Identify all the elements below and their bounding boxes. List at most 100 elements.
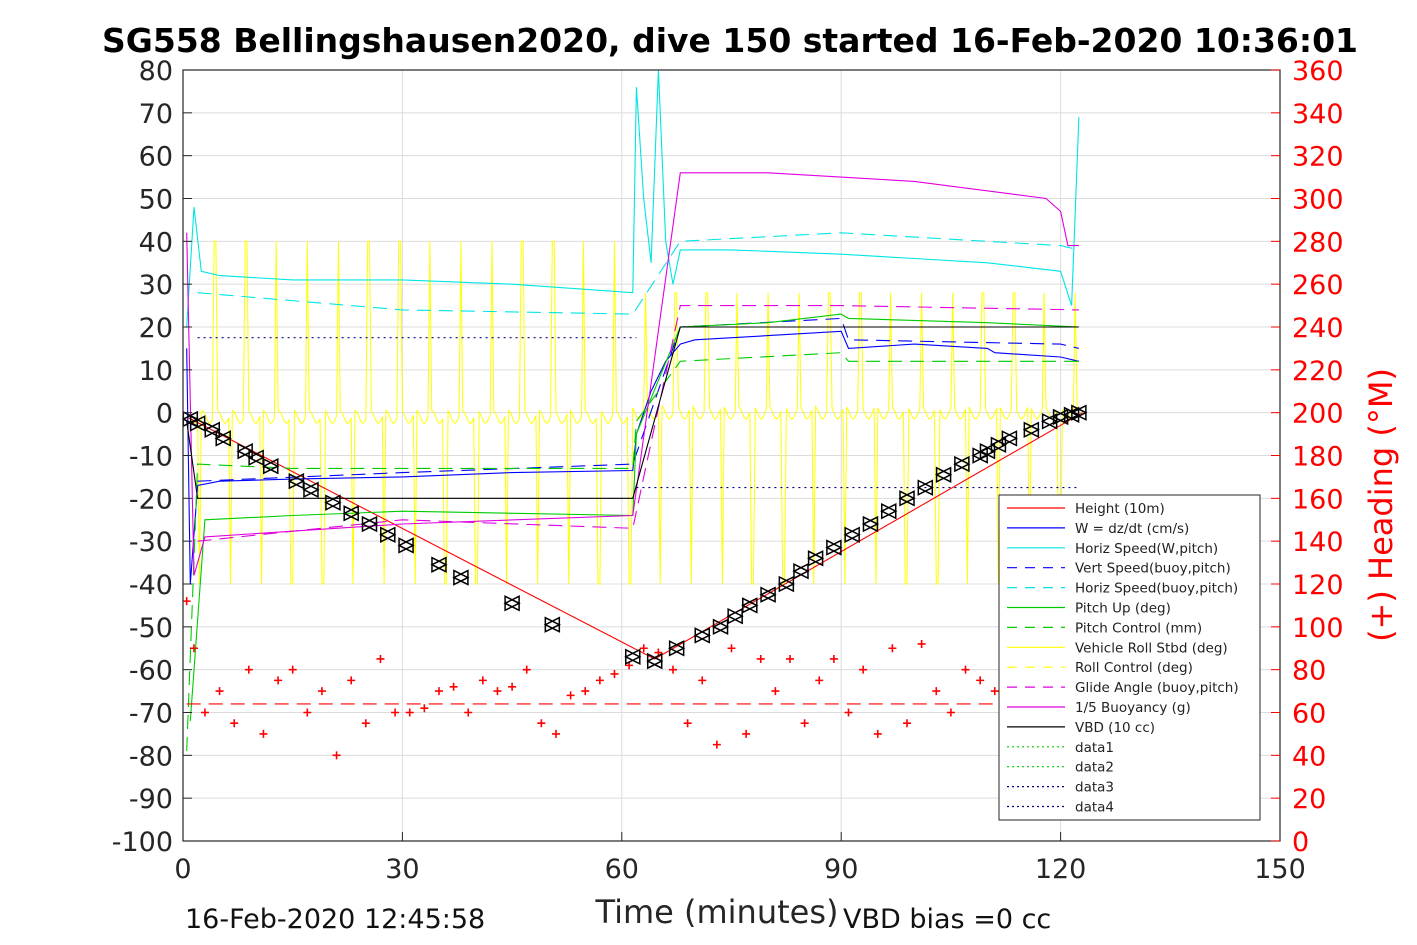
series-line [186, 352, 1079, 752]
series-line [197, 305, 1079, 542]
heading-marker [888, 644, 897, 653]
y-tick-label: 20 [139, 313, 173, 344]
depth-markers-layer [181, 404, 1088, 670]
heading-marker [756, 654, 765, 663]
heading-marker [786, 654, 795, 663]
legend-label: Horiz Speed(buoy,pitch) [1075, 581, 1238, 597]
y2-tick-label: 320 [1292, 142, 1344, 173]
y-tick-label: 30 [139, 270, 173, 301]
x-axis: 0 30 60 90 120 150 [174, 832, 1306, 885]
x-tick-label: 0 [174, 854, 191, 885]
y-tick-label: -80 [129, 741, 173, 772]
y-tick-label: 40 [139, 227, 173, 258]
legend: Height (10m) W = dz/dt (cm/s) Horiz Speed(… [998, 494, 1261, 821]
heading-marker [405, 708, 414, 717]
y2-tick-label: 180 [1292, 442, 1344, 473]
heading-marker [829, 654, 838, 663]
depth-marker [360, 515, 379, 533]
heading-marker [215, 687, 224, 696]
depth-marker [843, 526, 861, 543]
legend-label: 1/5 Buoyancy (g) [1075, 700, 1191, 716]
y-tick-label: 50 [139, 185, 173, 216]
heading-marker [361, 719, 370, 728]
y2-tick-label: 300 [1292, 185, 1344, 216]
heading-marker [493, 687, 502, 696]
y2-tick-label: 100 [1292, 613, 1344, 644]
heading-marker [800, 719, 809, 728]
y2-tick-label: 340 [1292, 99, 1344, 130]
heading-marker [274, 676, 283, 685]
depth-marker [1070, 404, 1088, 421]
heading-marker [317, 687, 326, 696]
y-tick-label: -10 [129, 442, 173, 473]
heading-marker [595, 676, 604, 685]
x-tick-label: 30 [385, 854, 419, 885]
heading-marker [288, 665, 297, 674]
heading-marker [508, 682, 517, 691]
y-tick-label: -60 [129, 656, 173, 687]
legend-label: VBD (10 cc) [1075, 720, 1155, 736]
y-tick-label: 10 [139, 356, 173, 387]
series-line [186, 69, 1080, 328]
series-line [197, 232, 1080, 315]
heading-marker [189, 644, 198, 653]
heading-marker [639, 644, 648, 653]
legend-label: data1 [1075, 740, 1114, 756]
legend-label: data2 [1075, 760, 1114, 776]
depth-marker [806, 550, 825, 567]
y-tick-label: 70 [139, 99, 173, 130]
heading-marker [771, 687, 780, 696]
heading-marker [712, 740, 721, 749]
legend-label: Pitch Control (mm) [1075, 620, 1202, 636]
heading-marker [742, 729, 751, 738]
heading-marker [727, 644, 736, 653]
depth-marker [324, 494, 342, 511]
depth-marker [693, 627, 711, 644]
depth-marker [543, 616, 562, 633]
y-tick-label: 60 [139, 142, 173, 173]
depth-marker [342, 505, 360, 522]
depth-marker [711, 618, 730, 636]
depth-marker [741, 597, 759, 614]
heading-marker [903, 719, 912, 728]
y2-tick-label: 40 [1292, 741, 1326, 772]
legend-label: Pitch Up (deg) [1075, 601, 1171, 617]
depth-marker [397, 537, 415, 554]
y2-tick-label: 120 [1292, 570, 1344, 601]
y2-tick-label: 360 [1292, 56, 1344, 87]
depth-marker [898, 490, 916, 507]
y-axis-left: 80 70 60 50 40 30 20 10 0 -10 -20 -30 -40 -50 -60 -70 -8… [112, 56, 192, 858]
y-axis-right-label: (+) Heading (°M) [1362, 368, 1400, 642]
x-tick-label: 60 [605, 854, 639, 885]
depth-marker [624, 648, 642, 666]
y2-tick-label: 0 [1292, 827, 1309, 858]
y2-tick-label: 220 [1292, 356, 1344, 387]
legend-label: data3 [1075, 780, 1114, 796]
heading-marker [844, 708, 853, 717]
heading-marker [859, 665, 868, 674]
y-tick-label: -90 [129, 784, 173, 815]
x-tick-label: 120 [1035, 854, 1087, 885]
heading-marker [873, 729, 882, 738]
heading-marker [976, 676, 985, 685]
series-layer [186, 69, 1083, 752]
depth-marker [953, 455, 971, 473]
heading-marker [259, 729, 268, 738]
y-tick-label: -100 [112, 827, 173, 858]
heading-marker [566, 691, 575, 700]
heading-marker [522, 665, 531, 674]
heading-marker [668, 665, 677, 674]
heading-marker [815, 676, 824, 685]
depth-marker [236, 443, 254, 460]
series-line [186, 326, 1079, 499]
y-tick-label: -20 [129, 484, 173, 515]
heading-marker [182, 597, 191, 606]
roll-series [189, 240, 1080, 585]
depth-marker [825, 539, 843, 556]
y2-tick-label: 280 [1292, 227, 1344, 258]
heading-marker [551, 729, 560, 738]
heading-marker [478, 676, 487, 685]
heading-marker [376, 654, 385, 663]
depth-marker [262, 457, 280, 475]
